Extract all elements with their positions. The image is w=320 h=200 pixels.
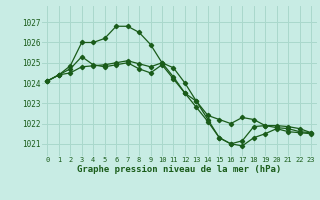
X-axis label: Graphe pression niveau de la mer (hPa): Graphe pression niveau de la mer (hPa) <box>77 165 281 174</box>
